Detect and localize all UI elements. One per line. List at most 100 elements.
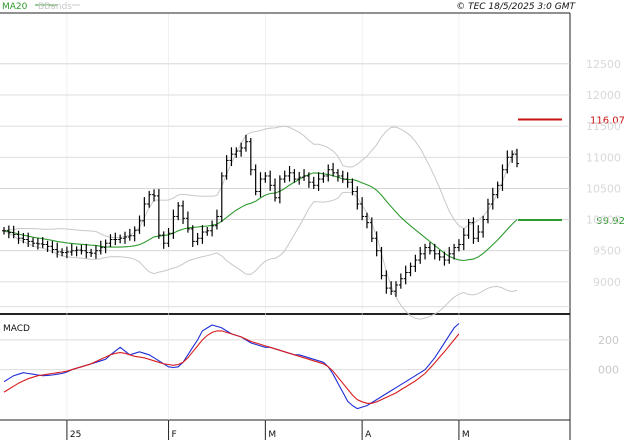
ohlc-bar <box>147 190 152 208</box>
bband-upper-line <box>3 125 518 239</box>
ohlc-bar <box>485 198 490 224</box>
resistance-label: 116.07 <box>590 115 625 126</box>
ohlc-bar <box>93 245 98 259</box>
ohlc-bar <box>127 228 132 241</box>
ohlc-bar <box>176 202 181 221</box>
time-tick-label: A <box>365 430 372 440</box>
ohlc-bar <box>263 172 268 183</box>
ohlc-bar <box>316 172 321 191</box>
ohlc-bar <box>234 147 239 158</box>
time-tick-label: M <box>462 430 470 440</box>
ohlc-bar <box>461 228 466 251</box>
signal-line <box>3 330 460 404</box>
ma20-legend-label: MA20 <box>2 2 28 12</box>
ohlc-bar <box>427 242 432 255</box>
ohlc-bar <box>510 150 515 163</box>
ohlc-bar <box>311 176 316 190</box>
ma20-line <box>3 172 518 262</box>
ohlc-bar <box>292 169 297 183</box>
ohlc-bar <box>321 172 326 183</box>
ohlc-bar <box>195 232 200 246</box>
ohlc-bar <box>229 147 234 166</box>
ohlc-bar <box>364 212 369 229</box>
ohlc-bar <box>369 217 374 242</box>
ohlc-bar <box>64 246 69 259</box>
ohlc-bar <box>374 231 379 257</box>
ohlc-bar <box>84 243 89 259</box>
time-axis: 25 F M A M <box>66 420 470 440</box>
ohlc-bar <box>31 237 36 247</box>
ohlc-bar <box>239 142 244 157</box>
ohlc-bar <box>190 225 195 247</box>
ohlc-bar <box>142 197 147 227</box>
ohlc-bar <box>481 215 486 238</box>
ohlc-bar <box>413 254 418 272</box>
ohlc-bar <box>389 281 394 295</box>
ohlc-bar <box>248 137 253 176</box>
ohlc-bar <box>282 170 287 183</box>
ohlc-bar <box>6 225 11 239</box>
ohlc-bar <box>122 231 127 244</box>
ohlc-bar <box>302 169 307 181</box>
ohlc-bar <box>118 234 123 244</box>
price-tick-label: 9000 <box>593 276 621 289</box>
ohlc-bar <box>447 246 452 264</box>
support-label: 99.92 <box>596 216 625 227</box>
grid-layer <box>0 14 570 440</box>
ohlc-bar <box>55 242 60 258</box>
price-bars <box>2 134 519 297</box>
ohlc-bar <box>500 164 505 191</box>
ohlc-bar <box>243 134 248 152</box>
ohlc-bar <box>442 251 447 266</box>
ohlc-bar <box>74 246 79 257</box>
bollinger-bands <box>3 125 518 320</box>
ohlc-bar <box>471 217 476 244</box>
ohlc-bar <box>108 234 113 247</box>
ohlc-bar <box>258 172 263 198</box>
ohlc-bar <box>26 232 31 247</box>
macd-panel <box>3 323 460 410</box>
ohlc-bar <box>476 225 481 242</box>
ohlc-bar <box>326 164 331 182</box>
time-tick-label: M <box>268 430 276 440</box>
ohlc-bar <box>432 243 437 260</box>
ohlc-bar <box>69 243 74 256</box>
ohlc-bar <box>515 148 519 168</box>
ohlc-bar <box>214 209 219 230</box>
ohlc-bar <box>335 169 340 182</box>
ohlc-bar <box>340 170 345 183</box>
ohlc-bar <box>166 227 171 247</box>
reference-lines: 116.07 99.92 <box>518 115 625 227</box>
ohlc-bar <box>16 230 21 244</box>
ohlc-bar <box>456 239 461 252</box>
ma20-path <box>3 172 518 262</box>
ohlc-bar <box>345 172 350 188</box>
ohlc-bar <box>379 246 384 280</box>
ohlc-bar <box>152 189 157 202</box>
ohlc-bar <box>200 225 205 244</box>
ohlc-bar <box>490 187 495 210</box>
ohlc-bar <box>452 243 457 260</box>
ohlc-bar <box>156 189 161 239</box>
ohlc-bar <box>403 265 408 285</box>
copyright-timestamp: © TEC 18/5/2025 3:0 GMT <box>456 2 576 12</box>
ohlc-bar <box>210 220 215 237</box>
ohlc-bar <box>495 181 500 199</box>
price-axis: 9000 9500 10000 10500 11000 11500 12000 12500 00… <box>586 58 621 377</box>
ohlc-bar <box>350 178 355 196</box>
ohlc-bar <box>171 209 176 239</box>
ohlc-bar <box>306 172 311 188</box>
ohlc-bar <box>437 250 442 261</box>
ohlc-bar <box>137 215 142 234</box>
price-tick-label: 9500 <box>593 245 621 258</box>
ohlc-bar <box>253 164 258 196</box>
ohlc-bar <box>132 226 137 242</box>
macd-panel-title: MACD <box>3 324 30 334</box>
ohlc-bar <box>161 231 166 249</box>
ohlc-bar <box>360 197 365 221</box>
price-tick-label: 11500 <box>586 120 621 133</box>
ohlc-bar <box>35 237 40 250</box>
macd-tick-label: 000 <box>598 364 619 377</box>
ohlc-bar <box>418 246 423 264</box>
